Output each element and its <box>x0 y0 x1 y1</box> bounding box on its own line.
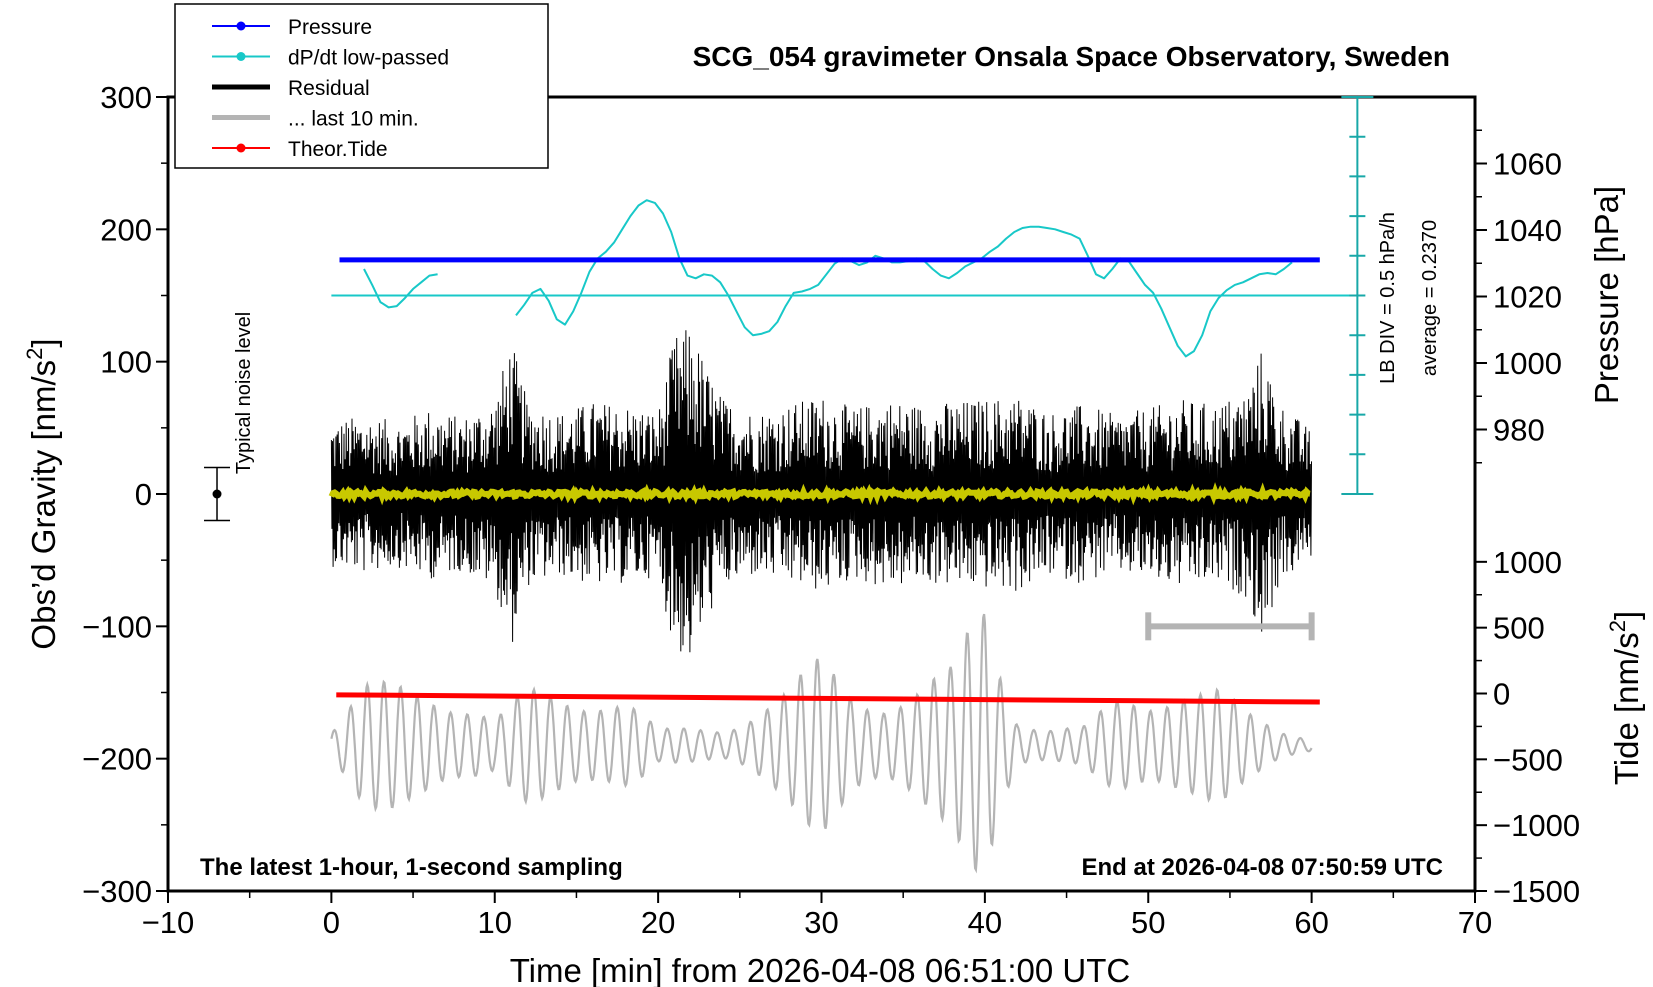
dpdt-scale <box>1341 96 1374 495</box>
legend-pressure-label: Pressure <box>288 16 372 39</box>
x-tick-label: 30 <box>804 905 838 940</box>
pressure-tick-label: 1040 <box>1493 213 1562 248</box>
noise-level-marker <box>204 466 231 522</box>
left-y-axis-label-main: Obs’d Gravity [nm/s <box>25 360 62 650</box>
residual-smoothed-line <box>328 482 1311 506</box>
noise-level-label: Typical noise level <box>233 312 255 474</box>
tide-axis-label-main: Tide [nm/s <box>1608 632 1645 785</box>
x-axis: −10 0 10 20 30 40 50 60 70 <box>142 891 1492 940</box>
pressure-tick-label: 1060 <box>1493 147 1562 182</box>
tide-tick-label: 0 <box>1493 677 1510 712</box>
tide-tick-label: 500 <box>1493 611 1545 646</box>
y-tick-label: −300 <box>82 874 152 909</box>
tide-tick-label: −500 <box>1493 742 1563 777</box>
legend-last-10-min-label: ... last 10 min. <box>288 108 419 131</box>
left-y-axis-label: Obs’d Gravity [nm/s2] <box>22 338 62 649</box>
x-tick-label: 20 <box>641 905 675 940</box>
tide-tick-label: −1500 <box>1493 874 1580 909</box>
left-y-axis-label-sup: 2 <box>22 348 47 360</box>
x-tick-label: 10 <box>478 905 512 940</box>
tide-axis-label-sup: 2 <box>1605 620 1630 632</box>
pressure-tick-label: 1020 <box>1493 280 1562 315</box>
dpdt-scale-label-1: LB DIV = 0.5 hPa/h <box>1377 212 1399 384</box>
y-tick-label: 100 <box>100 345 152 380</box>
footer-left: The latest 1-hour, 1-second sampling <box>200 854 623 881</box>
dpdt-line-1 <box>363 268 438 309</box>
tide-tick-label: −1000 <box>1493 808 1580 843</box>
theor-tide-line <box>336 692 1320 705</box>
y-tick-label: 300 <box>100 80 152 115</box>
legend-theor-tide-label: Theor.Tide <box>288 138 388 161</box>
footer-right: End at 2026-04-08 07:50:59 UTC <box>1082 854 1444 881</box>
tide-axis: 1000 500 0 −500 −1000 −1500 <box>1475 545 1580 909</box>
y-tick-label: 0 <box>135 477 152 512</box>
left-y-axis-label-close: ] <box>25 338 62 347</box>
y-tick-label: −200 <box>82 742 152 777</box>
legend: Pressure dP/dt low-passed Residual ... last… <box>174 3 549 169</box>
legend-dp-dt-low-passed-label: dP/dt low-passed <box>288 47 449 70</box>
x-tick-label: 40 <box>968 905 1002 940</box>
tide-axis-label: Tide [nm/s2] <box>1605 611 1645 785</box>
x-tick-label: 50 <box>1131 905 1165 940</box>
legend-residual-label: Residual <box>288 77 370 100</box>
noise-center-dot <box>212 489 222 499</box>
pressure-tick-label: 1000 <box>1493 346 1562 381</box>
x-axis-label: Time [min] from 2026-04-08 06:51:00 UTC <box>510 952 1131 987</box>
tide-axis-label-close: ] <box>1608 611 1645 620</box>
x-tick-label: 60 <box>1294 905 1328 940</box>
chart-title: SCG_054 gravimeter Onsala Space Observat… <box>693 41 1450 72</box>
pressure-axis-label: Pressure [hPa] <box>1588 186 1625 404</box>
legend-theor-tide-marker <box>236 143 246 153</box>
legend-pressure-marker <box>236 21 246 31</box>
tide-oscillation-line <box>330 613 1313 874</box>
x-tick-label: −10 <box>142 905 195 940</box>
pressure-tick-label: 980 <box>1493 413 1545 448</box>
tide-tick-label: 1000 <box>1493 545 1562 580</box>
legend-dp-dt-low-passed-marker <box>236 52 246 61</box>
last-10-min-bar <box>1145 612 1315 641</box>
dpdt-scale-label-2: average = 0.2370 <box>1419 220 1441 376</box>
x-tick-label: 70 <box>1458 905 1492 940</box>
y-tick-label: 200 <box>100 212 152 247</box>
theor-tide-series <box>336 692 1320 705</box>
x-tick-label: 0 <box>323 905 340 940</box>
tide-oscillation-series <box>330 613 1313 874</box>
left-y-axis: 300 200 100 0 −100 −200 −300 <box>82 80 168 909</box>
residual-smoothed-series <box>328 482 1311 506</box>
pressure-axis: 1060 1040 1020 1000 980 <box>1475 129 1562 464</box>
y-tick-label: −100 <box>82 609 152 644</box>
